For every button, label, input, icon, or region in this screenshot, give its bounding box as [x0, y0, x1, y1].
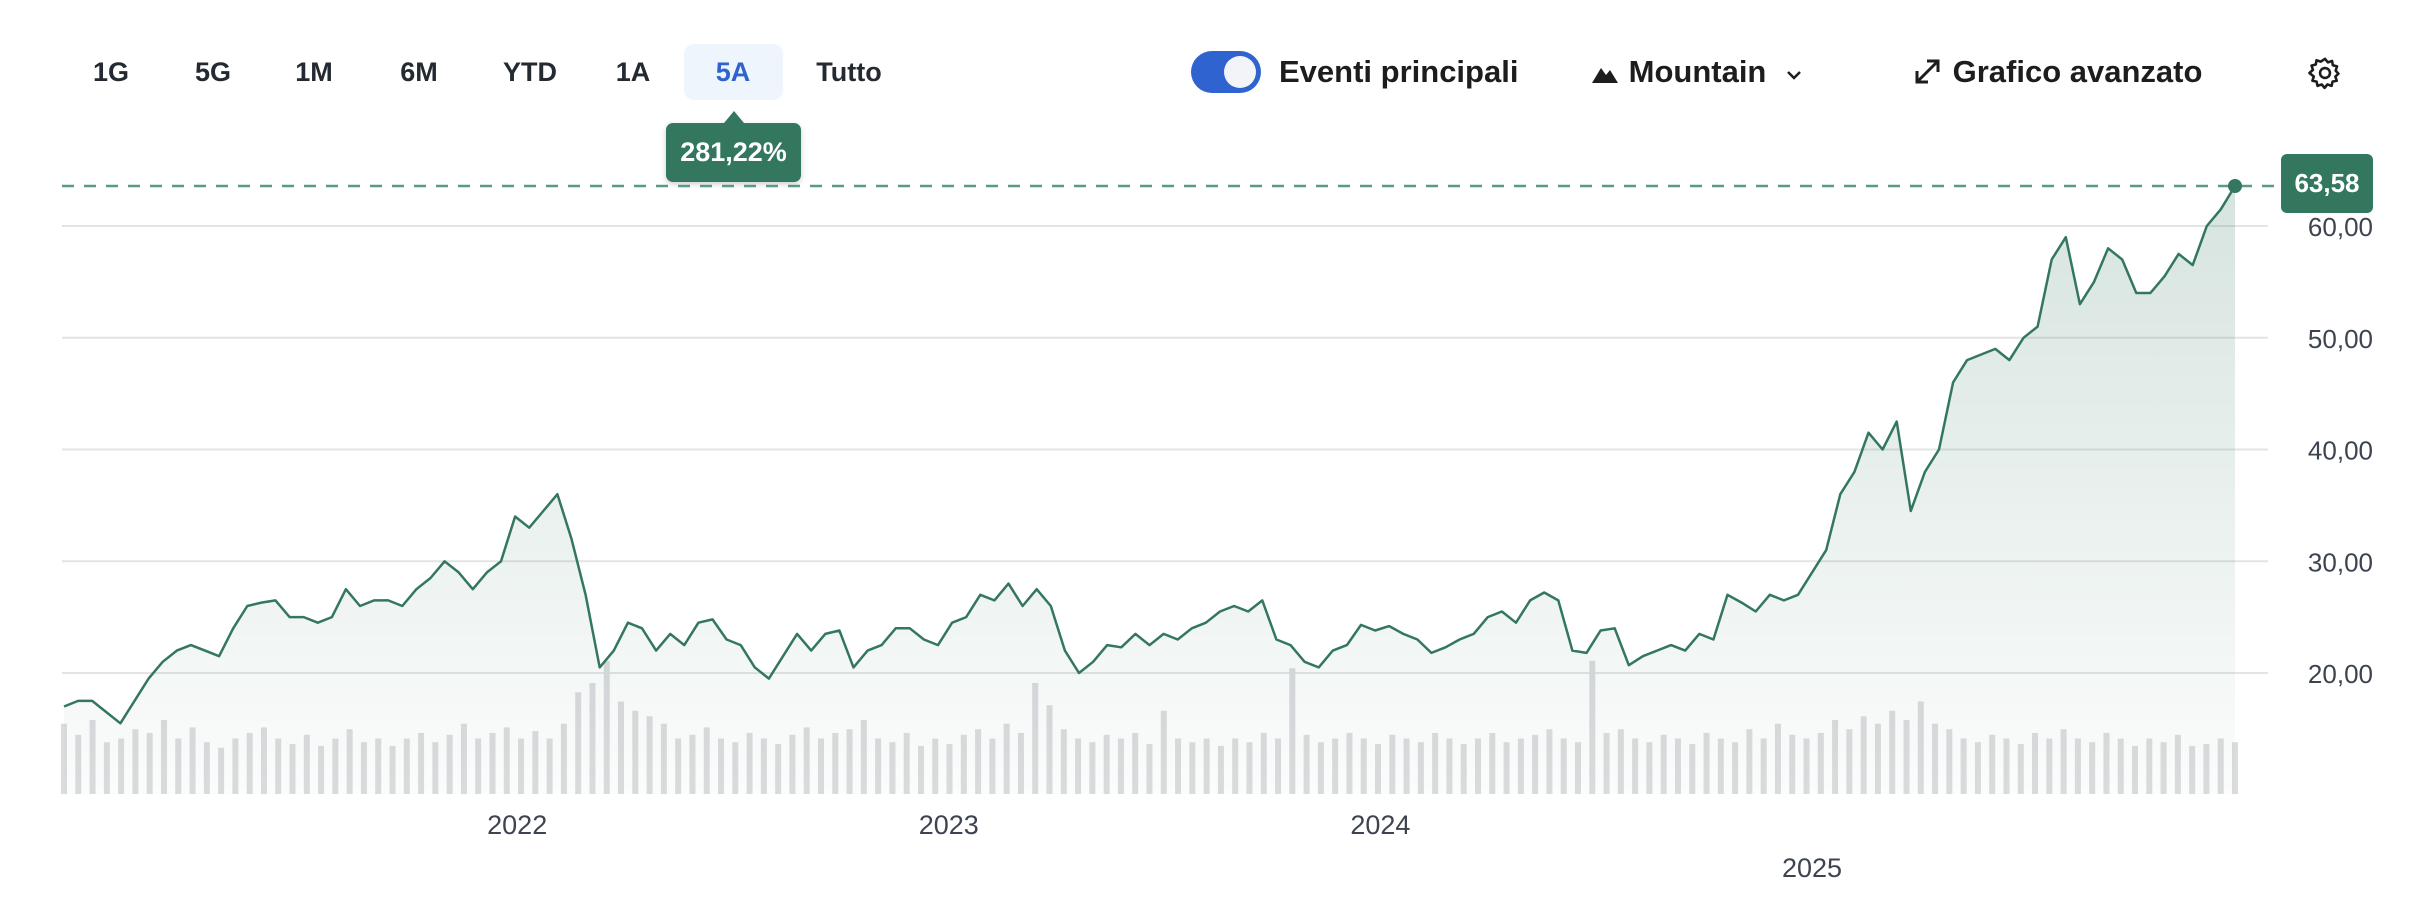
chart-type-dropdown[interactable]: Mountain [1590, 50, 1805, 94]
advanced-chart-button[interactable]: Grafico avanzato [1912, 50, 2202, 94]
range-button-5g[interactable]: 5G [194, 57, 232, 87]
mountain-icon [1592, 68, 1618, 83]
range-button-1m[interactable]: 1M [295, 57, 333, 87]
last-price-dot [2228, 178, 2242, 193]
x-tick-label: 2025 [1782, 853, 1842, 883]
y-tick-label: 20,00 [2308, 659, 2373, 689]
y-tick-label: 60,00 [2308, 212, 2373, 242]
x-tick-label: 2023 [919, 810, 979, 840]
last-price-badge: 63,58 [2281, 154, 2373, 213]
range-button-1g[interactable]: 1G [92, 57, 130, 87]
events-toggle[interactable] [1191, 51, 1261, 93]
settings-gear-icon[interactable] [2308, 56, 2342, 90]
x-tick-label: 2022 [487, 810, 547, 840]
chart-type-label: Mountain [1628, 54, 1767, 89]
chevron-down-icon [1787, 71, 1801, 80]
advanced-chart-label: Grafico avanzato [1952, 54, 2203, 89]
range-button-ytd[interactable]: YTD [503, 57, 557, 87]
y-tick-label: 40,00 [2308, 436, 2373, 466]
range-button-6m[interactable]: 6M [400, 57, 438, 87]
range-button-5a[interactable]: 5A [683, 44, 783, 100]
y-tick-label: 30,00 [2308, 547, 2373, 577]
expand-icon [1915, 59, 1940, 84]
price-line [63, 185, 2237, 725]
range-button-1a[interactable]: 1A [615, 57, 651, 87]
events-label: Eventi principali [1279, 54, 1519, 89]
price-area [64, 186, 2235, 794]
y-tick-label: 50,00 [2308, 324, 2373, 354]
x-tick-label: 2024 [1350, 810, 1410, 840]
change-tooltip: 281,22% [666, 111, 801, 182]
toggle-knob [1224, 56, 1256, 88]
range-button-tutto[interactable]: Tutto [816, 57, 882, 87]
